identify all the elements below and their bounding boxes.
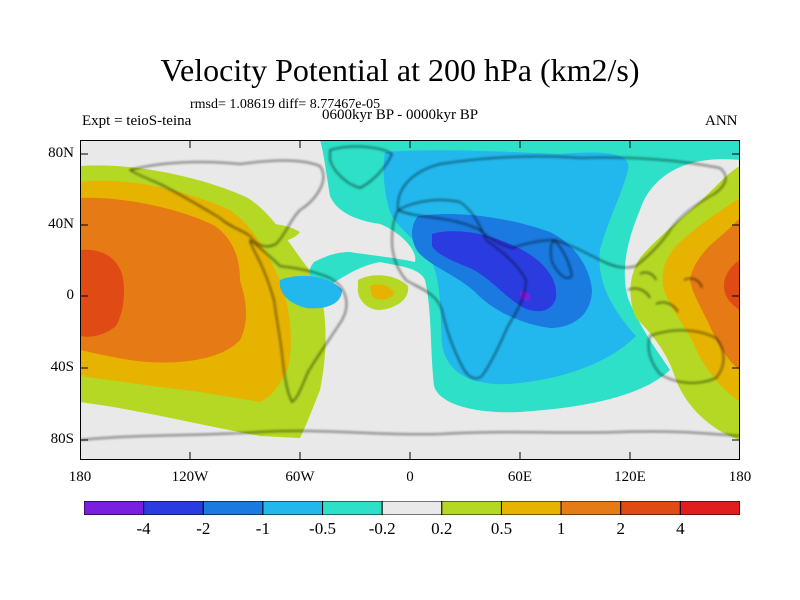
colorbar-label: -1	[255, 519, 270, 538]
colorbar	[84, 501, 740, 515]
lon-label-120e: 120E	[614, 469, 646, 485]
westpac-darkorange-field	[690, 218, 740, 370]
coast-antarctica	[80, 430, 740, 441]
coast-eurasia	[397, 155, 727, 269]
coast-africa	[391, 199, 527, 379]
colorbar-swatch	[262, 501, 324, 515]
period-label: 0600kyr BP - 0000kyr BP	[322, 107, 479, 123]
colorbar-swatch	[202, 501, 264, 515]
colorbar-label: -0.5	[309, 519, 336, 538]
colorbar-swatch	[560, 501, 622, 515]
lon-label-0: 0	[406, 469, 414, 485]
colorbar-swatch	[620, 501, 681, 515]
coast-maritime-islands	[627, 271, 703, 313]
atlantic-yellow-tongue	[260, 223, 300, 242]
lon-label-180e: 180	[728, 469, 752, 485]
lat-label-40s: 40S	[50, 359, 74, 375]
colorbar-label: 4	[676, 519, 685, 538]
coast-greenland	[329, 146, 393, 189]
south-america-cyan-blob	[279, 275, 342, 309]
lon-label-60e: 60E	[507, 469, 533, 485]
colorbar-label: 1	[556, 519, 566, 538]
coast-south-america	[249, 239, 347, 403]
colorbar-swatch	[679, 501, 740, 515]
experiment-label: Expt = teioS-teina	[82, 113, 192, 129]
colorbar-label: 2	[616, 519, 625, 538]
colorbar-swatch	[322, 501, 383, 515]
colorbar-swatch	[500, 501, 562, 515]
lat-label-0: 0	[66, 287, 75, 303]
velocity-potential-map	[80, 140, 740, 460]
lat-label-40n: 40N	[48, 216, 74, 232]
colorbar-swatch	[143, 501, 204, 515]
coast-north-america	[129, 160, 324, 247]
chart-title: Velocity Potential at 200 hPa (km2/s)	[160, 52, 640, 88]
season-label: ANN	[705, 113, 738, 129]
lon-label-180w: 180	[68, 469, 92, 485]
coast-australia	[647, 329, 724, 384]
westpac-red-field	[724, 260, 740, 310]
colorbar-label: 0.5	[490, 519, 513, 538]
colorbar-label: 0.2	[431, 519, 453, 538]
lat-label-80n: 80N	[48, 145, 74, 161]
colorbar-label: -2	[196, 519, 211, 538]
lon-label-120w: 120W	[171, 469, 209, 485]
stats-label: rmsd= 1.08619 diff= 8.77467e-05	[190, 97, 381, 112]
colorbar-swatch	[84, 501, 145, 515]
lon-label-60w: 60W	[285, 469, 315, 485]
lat-label-80s: 80S	[50, 431, 74, 447]
pacific-west-red-field	[80, 249, 124, 337]
colorbar-swatch	[381, 501, 443, 515]
axis-ticks	[80, 140, 740, 460]
colorbar-swatch	[441, 501, 502, 515]
pacific-west-darkorange-field	[80, 197, 247, 363]
colorbar-label: -0.2	[368, 519, 396, 538]
coast-india	[550, 239, 573, 279]
colorbar-label: -4	[136, 519, 151, 538]
equatorial-atlantic-orange-pocket	[370, 284, 394, 300]
